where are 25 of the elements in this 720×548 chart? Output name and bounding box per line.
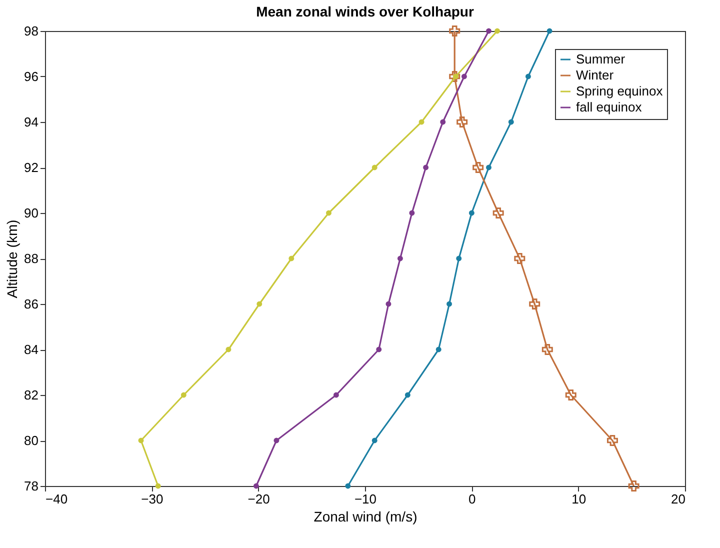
chart-title: Mean zonal winds over Kolhapur	[256, 3, 474, 20]
y-tick-label: 94	[24, 114, 38, 130]
y-tick-label: 92	[24, 160, 38, 175]
y-tick-label: 98	[24, 24, 38, 38]
y-tick-label: 78	[24, 478, 38, 494]
x-tick-label: 20	[671, 492, 686, 506]
y-tick-label: 88	[24, 251, 38, 266]
y-tick-label: 96	[24, 69, 38, 84]
y-axis-title: Altitude (km)	[4, 220, 20, 298]
y-tick-label: 86	[24, 296, 38, 312]
x-axis-title: Zonal wind (m/s)	[314, 508, 418, 524]
x-tick-label: 0	[468, 492, 476, 506]
y-tick-label: 80	[24, 433, 38, 448]
y-tick-label: 84	[24, 342, 38, 357]
legend-label: Spring equinox	[576, 84, 664, 98]
legend-label: fall equinox	[576, 100, 642, 114]
x-tick-label: −10	[354, 492, 377, 506]
x-tick-label: −40	[46, 492, 68, 506]
legend-label: Winter	[576, 68, 614, 82]
legend-label: Summer	[576, 52, 626, 66]
y-tick-label: 82	[24, 388, 38, 402]
x-tick-label: 10	[572, 492, 586, 506]
y-tick-label: 90	[24, 206, 38, 220]
x-tick-label: −30	[141, 492, 164, 506]
x-tick-label: −20	[248, 492, 270, 506]
